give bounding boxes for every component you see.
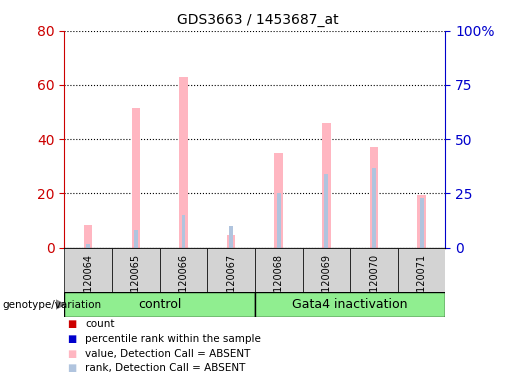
Bar <box>274 153 283 248</box>
Text: value, Detection Call = ABSENT: value, Detection Call = ABSENT <box>85 349 250 359</box>
Text: rank, Detection Call = ABSENT: rank, Detection Call = ABSENT <box>85 363 245 373</box>
Bar <box>303 248 350 292</box>
Bar <box>255 248 303 292</box>
Text: GSM120067: GSM120067 <box>226 254 236 313</box>
Bar <box>322 123 331 248</box>
Bar <box>64 248 112 292</box>
Bar <box>160 248 207 292</box>
Text: GSM120070: GSM120070 <box>369 254 379 313</box>
Text: GSM120066: GSM120066 <box>179 254 188 313</box>
Text: percentile rank within the sample: percentile rank within the sample <box>85 334 261 344</box>
Text: GSM120071: GSM120071 <box>417 254 426 313</box>
Bar <box>182 215 185 248</box>
Bar <box>84 225 93 248</box>
Text: GSM120068: GSM120068 <box>274 254 284 313</box>
Text: Gata4 inactivation: Gata4 inactivation <box>293 298 408 311</box>
Bar <box>370 147 379 248</box>
Bar <box>229 226 233 248</box>
Text: genotype/variation: genotype/variation <box>3 300 101 310</box>
Bar <box>255 292 445 317</box>
Bar <box>64 292 255 317</box>
Text: GDS3663 / 1453687_at: GDS3663 / 1453687_at <box>177 13 338 27</box>
Bar <box>134 230 138 248</box>
Bar <box>179 77 188 248</box>
Bar <box>207 248 255 292</box>
Bar <box>417 195 426 248</box>
Text: ■: ■ <box>67 334 76 344</box>
Polygon shape <box>56 300 65 309</box>
Bar <box>398 248 445 292</box>
Text: ■: ■ <box>67 363 76 373</box>
Bar <box>131 108 140 248</box>
Text: count: count <box>85 319 114 329</box>
Text: ■: ■ <box>67 319 76 329</box>
Bar <box>227 235 235 248</box>
Bar <box>277 194 281 248</box>
Text: GSM120065: GSM120065 <box>131 254 141 313</box>
Text: GSM120064: GSM120064 <box>83 254 93 313</box>
Bar <box>87 243 90 248</box>
Bar <box>350 248 398 292</box>
Bar <box>372 168 376 248</box>
Bar <box>420 197 423 248</box>
Text: control: control <box>138 298 181 311</box>
Text: ■: ■ <box>67 349 76 359</box>
Bar <box>112 248 160 292</box>
Text: GSM120069: GSM120069 <box>321 254 331 313</box>
Bar <box>324 174 328 248</box>
